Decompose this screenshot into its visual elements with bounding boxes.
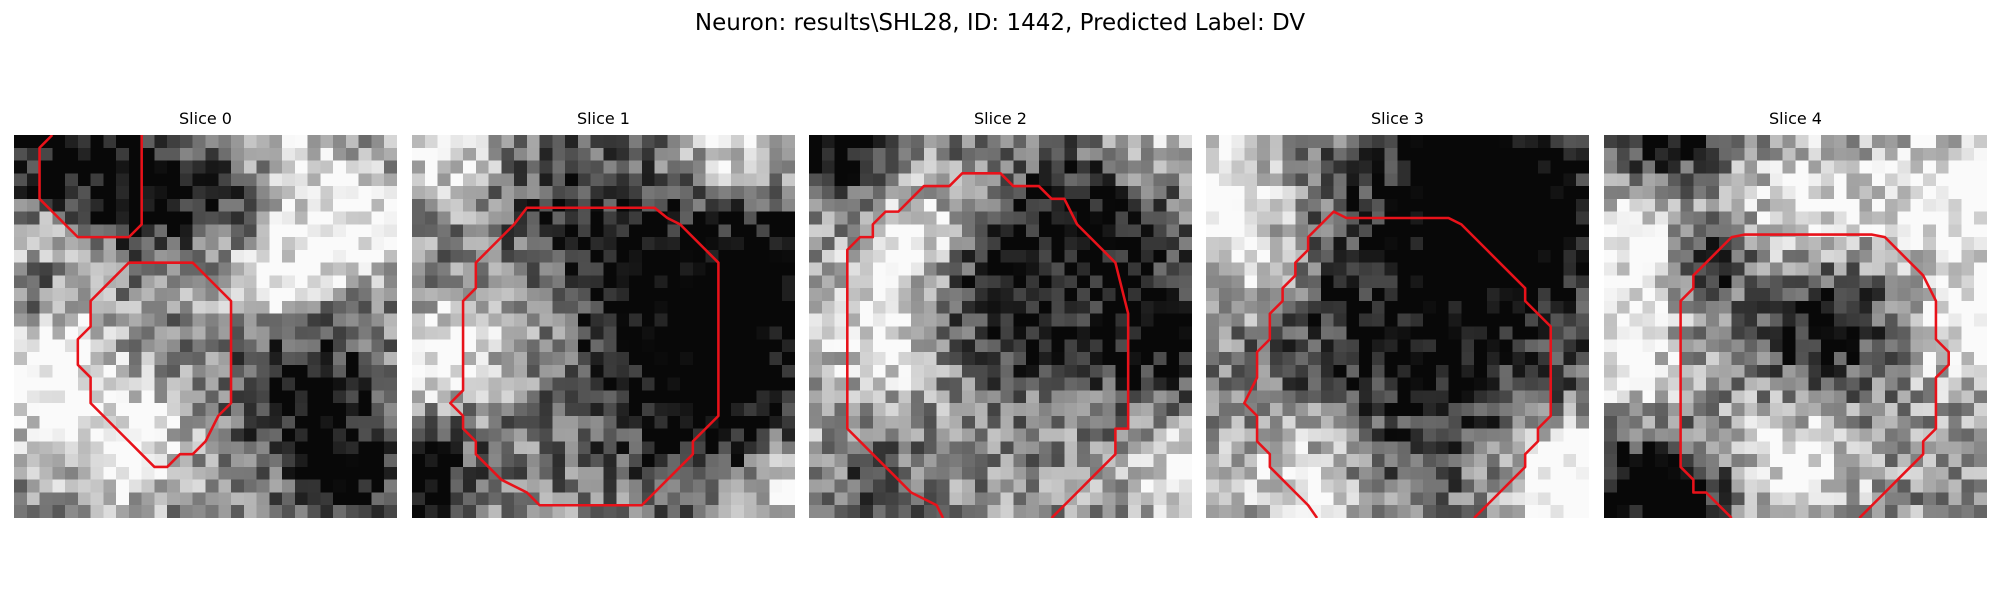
slice-panel-4: Slice 4	[1604, 108, 1987, 518]
slice-image	[1604, 135, 1987, 518]
slice-panel-3: Slice 3	[1206, 108, 1589, 518]
slice-title: Slice 4	[1769, 109, 1822, 128]
slice-image	[14, 135, 397, 518]
roi-contour	[76, 261, 233, 469]
slice-panel-0: Slice 0	[14, 108, 397, 518]
roi-contour	[846, 172, 1130, 518]
slice-title: Slice 3	[1371, 109, 1424, 128]
slice-title: Slice 1	[577, 109, 630, 128]
slice-title: Slice 0	[179, 109, 232, 128]
slice-image	[1206, 135, 1589, 518]
slice-panel-2: Slice 2	[809, 108, 1192, 518]
roi-contour	[449, 206, 720, 507]
slice-title: Slice 2	[974, 109, 1027, 128]
roi-contour	[38, 135, 143, 239]
figure-title: Neuron: results\SHL28, ID: 1442, Predict…	[694, 10, 1306, 36]
slice-image	[412, 135, 795, 518]
slice-image	[809, 135, 1192, 518]
roi-contour	[1243, 210, 1552, 518]
slice-panel-1: Slice 1	[412, 108, 795, 518]
roi-contour	[1679, 233, 1950, 518]
